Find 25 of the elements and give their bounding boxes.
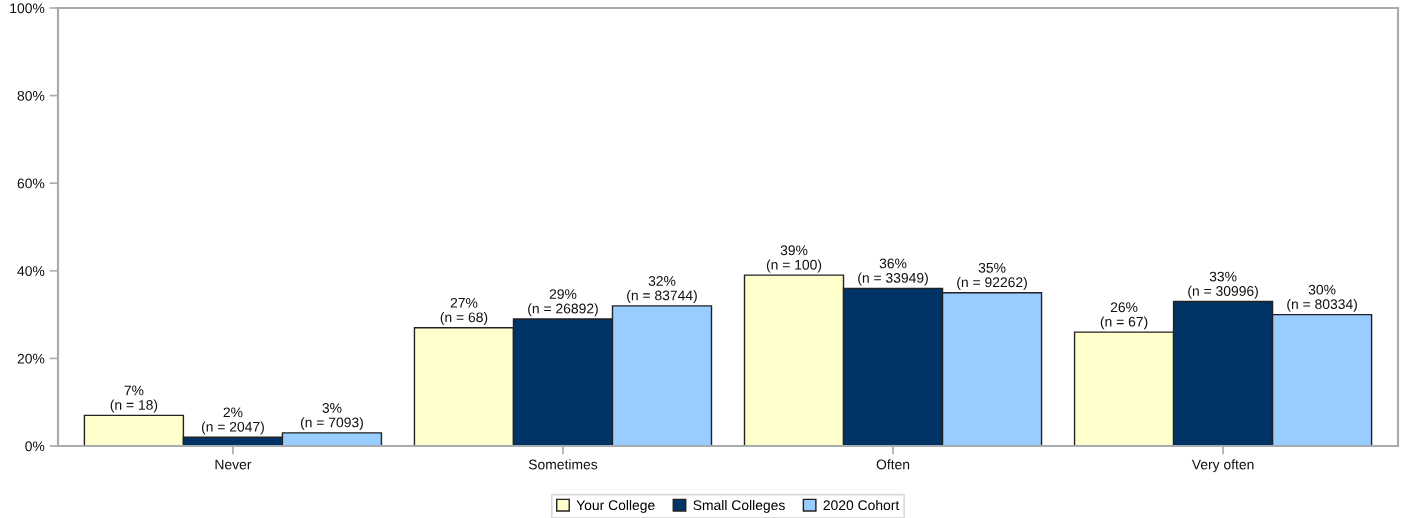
data-label: 7% (n = 18) bbox=[110, 385, 158, 413]
y-tick-label: 100% bbox=[10, 3, 45, 14]
x-tick-label: Never bbox=[215, 459, 252, 470]
data-label: 27% (n = 68) bbox=[440, 297, 488, 325]
data-label: 36% (n = 33949) bbox=[858, 258, 928, 286]
data-label: 39% (n = 100) bbox=[766, 245, 822, 273]
x-tick-label: Sometimes bbox=[528, 459, 598, 470]
legend-label: Small Colleges bbox=[693, 499, 785, 513]
data-label: 33% (n = 30996) bbox=[1188, 271, 1258, 299]
legend-label: Your College bbox=[576, 499, 655, 513]
data-label: 2% (n = 2047) bbox=[201, 407, 264, 435]
legend-label: 2020 Cohort bbox=[823, 499, 900, 511]
x-tick-label: Often bbox=[876, 459, 910, 470]
data-label: 3% (n = 7093) bbox=[300, 403, 363, 431]
y-tick-label: 40% bbox=[17, 266, 45, 276]
x-tick-label: Very often bbox=[1191, 459, 1254, 473]
y-tick-label: 0% bbox=[25, 441, 45, 452]
data-label: 35% (n = 92262) bbox=[957, 262, 1027, 290]
data-label: 29% (n = 26892) bbox=[528, 289, 598, 317]
y-tick-label: 20% bbox=[17, 353, 45, 364]
y-tick-label: 80% bbox=[17, 90, 45, 101]
data-label: 32% (n = 83744) bbox=[627, 276, 697, 304]
data-label: 26% (n = 67) bbox=[1100, 302, 1148, 330]
y-tick-label: 60% bbox=[17, 178, 45, 189]
data-label: 30% (n = 80334) bbox=[1287, 284, 1357, 312]
